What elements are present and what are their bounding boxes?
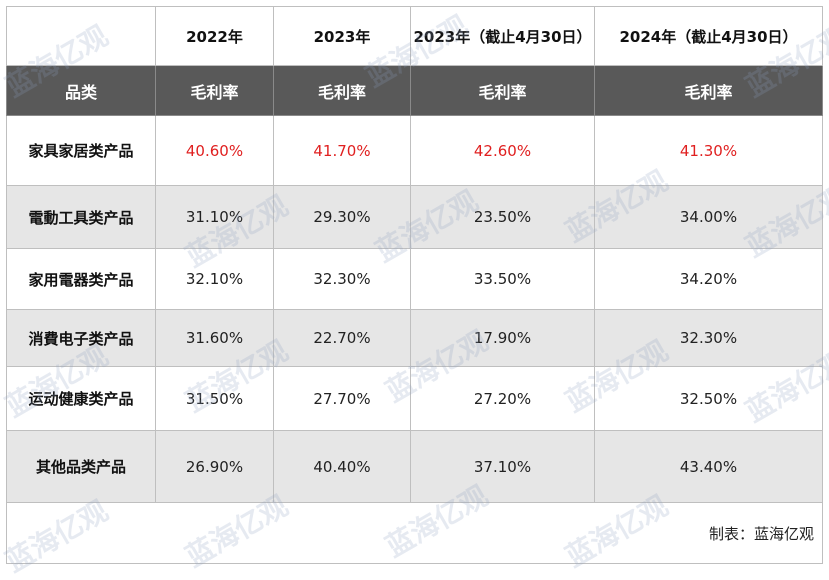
- metric-header-cell: 毛利率: [410, 65, 595, 116]
- year-header-cell: 2022年: [155, 6, 274, 66]
- value-cell: 37.10%: [410, 430, 595, 503]
- category-cell: 家用電器类产品: [6, 248, 156, 310]
- value-cell: 29.30%: [273, 185, 411, 249]
- metric-header-cell: 毛利率: [273, 65, 411, 116]
- year-header-row: 2022年 2023年 2023年（截止4月30日） 2024年（截止4月30日…: [6, 6, 823, 66]
- table-row: 运动健康类产品 31.50% 27.70% 27.20% 32.50%: [6, 366, 823, 431]
- value-cell: 27.70%: [273, 366, 411, 431]
- value-cell: 34.20%: [594, 248, 823, 310]
- category-cell: 消費电子类产品: [6, 309, 156, 367]
- value-cell: 32.30%: [273, 248, 411, 310]
- value-cell: 32.30%: [594, 309, 823, 367]
- table-row: 電動工具类产品 31.10% 29.30% 23.50% 34.00%: [6, 185, 823, 249]
- value-cell: 32.10%: [155, 248, 274, 310]
- table-row: 消費电子类产品 31.60% 22.70% 17.90% 32.30%: [6, 309, 823, 367]
- category-cell: 运动健康类产品: [6, 366, 156, 431]
- value-cell: 41.70%: [273, 115, 411, 186]
- value-cell: 17.90%: [410, 309, 595, 367]
- category-cell: 電動工具类产品: [6, 185, 156, 249]
- value-cell: 27.20%: [410, 366, 595, 431]
- value-cell: 31.50%: [155, 366, 274, 431]
- year-header-cell: 2024年（截止4月30日）: [594, 6, 823, 66]
- year-header-cell: 2023年: [273, 6, 411, 66]
- value-cell: 34.00%: [594, 185, 823, 249]
- metric-header-cell: 毛利率: [594, 65, 823, 116]
- metric-header-cell: 毛利率: [155, 65, 274, 116]
- value-cell: 43.40%: [594, 430, 823, 503]
- metric-header-row: 品类 毛利率 毛利率 毛利率 毛利率: [6, 65, 823, 116]
- source-note: 制表：蓝海亿观: [6, 502, 823, 564]
- value-cell: 32.50%: [594, 366, 823, 431]
- category-cell: 其他品类产品: [6, 430, 156, 503]
- value-cell: 40.60%: [155, 115, 274, 186]
- value-cell: 40.40%: [273, 430, 411, 503]
- year-header-cell: [6, 6, 156, 66]
- value-cell: 33.50%: [410, 248, 595, 310]
- value-cell: 22.70%: [273, 309, 411, 367]
- table-row: 家用電器类产品 32.10% 32.30% 33.50% 34.20%: [6, 248, 823, 310]
- table-row: 其他品类产品 26.90% 40.40% 37.10% 43.40%: [6, 430, 823, 503]
- value-cell: 42.60%: [410, 115, 595, 186]
- value-cell: 31.10%: [155, 185, 274, 249]
- value-cell: 23.50%: [410, 185, 595, 249]
- category-cell: 家具家居类产品: [6, 115, 156, 186]
- value-cell: 26.90%: [155, 430, 274, 503]
- year-header-cell: 2023年（截止4月30日）: [410, 6, 595, 66]
- table-row: 家具家居类产品 40.60% 41.70% 42.60% 41.30%: [6, 115, 823, 186]
- value-cell: 41.30%: [594, 115, 823, 186]
- value-cell: 31.60%: [155, 309, 274, 367]
- category-header: 品类: [6, 65, 156, 116]
- footer-row: 制表：蓝海亿观: [6, 502, 823, 564]
- margin-table: 2022年 2023年 2023年（截止4月30日） 2024年（截止4月30日…: [6, 6, 823, 564]
